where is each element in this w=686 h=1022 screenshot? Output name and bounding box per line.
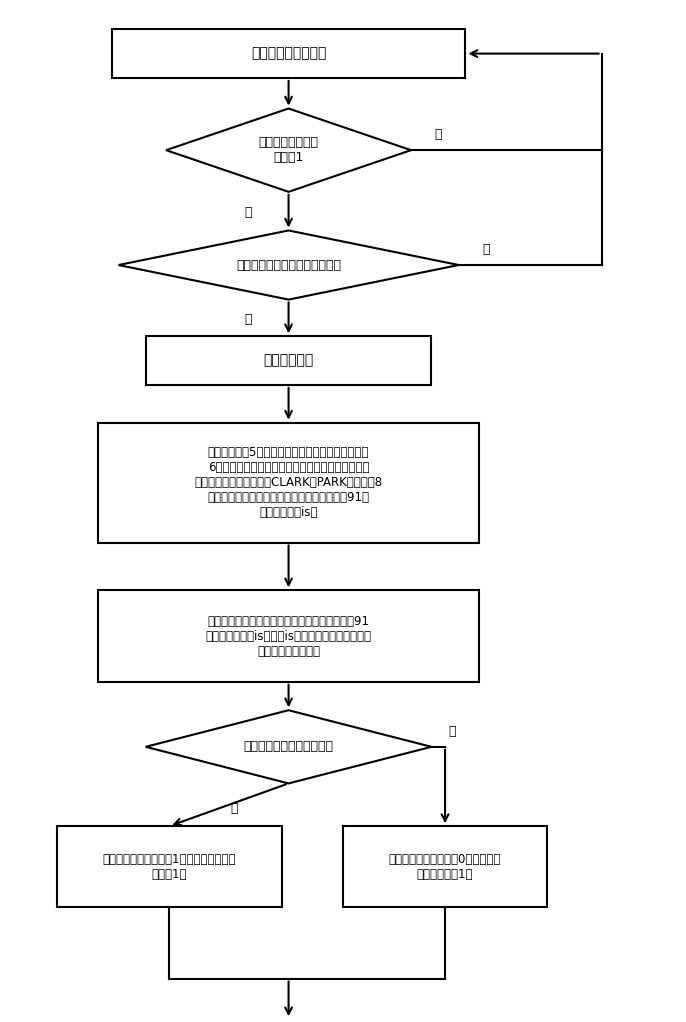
Text: 否: 否 bbox=[434, 129, 442, 141]
Text: 是: 是 bbox=[244, 314, 252, 326]
Text: 对永磁体退磁标志位置1，并发送到整车控
制单元1；: 对永磁体退磁标志位置1，并发送到整车控 制单元1； bbox=[103, 852, 236, 881]
Text: 系统上电进行初始化: 系统上电进行初始化 bbox=[251, 47, 327, 60]
Text: 判断电机转速是否超过拐点转速: 判断电机转速是否超过拐点转速 bbox=[236, 259, 341, 272]
Text: 由位置传感器5检测电机转子位置，三相电流传感器
6、检测三相电流；由位置及转速处理单元计算转子
位置和电机机械转速；由CLARK和PARK变换单元8
计算直交轴: 由位置传感器5检测电机转子位置，三相电流传感器 6、检测三相电流；由位置及转速处… bbox=[195, 446, 383, 519]
Text: 实施主动短路: 实施主动短路 bbox=[263, 354, 314, 368]
FancyBboxPatch shape bbox=[98, 422, 479, 543]
FancyBboxPatch shape bbox=[112, 30, 466, 78]
Text: 将直交轴电流，输入到交流相电流幅值计算单元91
计算相电流幅值is；根据is对永磁体磁链查表获得不
同永磁体磁链数值；: 将直交轴电流，输入到交流相电流幅值计算单元91 计算相电流幅值is；根据is对永… bbox=[206, 614, 372, 657]
FancyBboxPatch shape bbox=[145, 336, 431, 385]
Polygon shape bbox=[119, 231, 459, 299]
Text: 否: 否 bbox=[482, 243, 490, 257]
Text: 是: 是 bbox=[244, 205, 252, 219]
Polygon shape bbox=[145, 710, 431, 784]
FancyBboxPatch shape bbox=[98, 591, 479, 682]
Text: 判断主动短路指令
是否为1: 判断主动短路指令 是否为1 bbox=[259, 136, 318, 165]
Text: 否: 否 bbox=[448, 725, 456, 738]
Text: 对永磁体退磁标志位置0，并发送到
整车控制单元1；: 对永磁体退磁标志位置0，并发送到 整车控制单元1； bbox=[389, 852, 501, 881]
Polygon shape bbox=[166, 108, 411, 192]
FancyBboxPatch shape bbox=[57, 826, 282, 908]
Text: 判断永磁体磁链低于设定值: 判断永磁体磁链低于设定值 bbox=[244, 740, 333, 753]
FancyBboxPatch shape bbox=[343, 826, 547, 908]
Text: 是: 是 bbox=[230, 802, 238, 816]
